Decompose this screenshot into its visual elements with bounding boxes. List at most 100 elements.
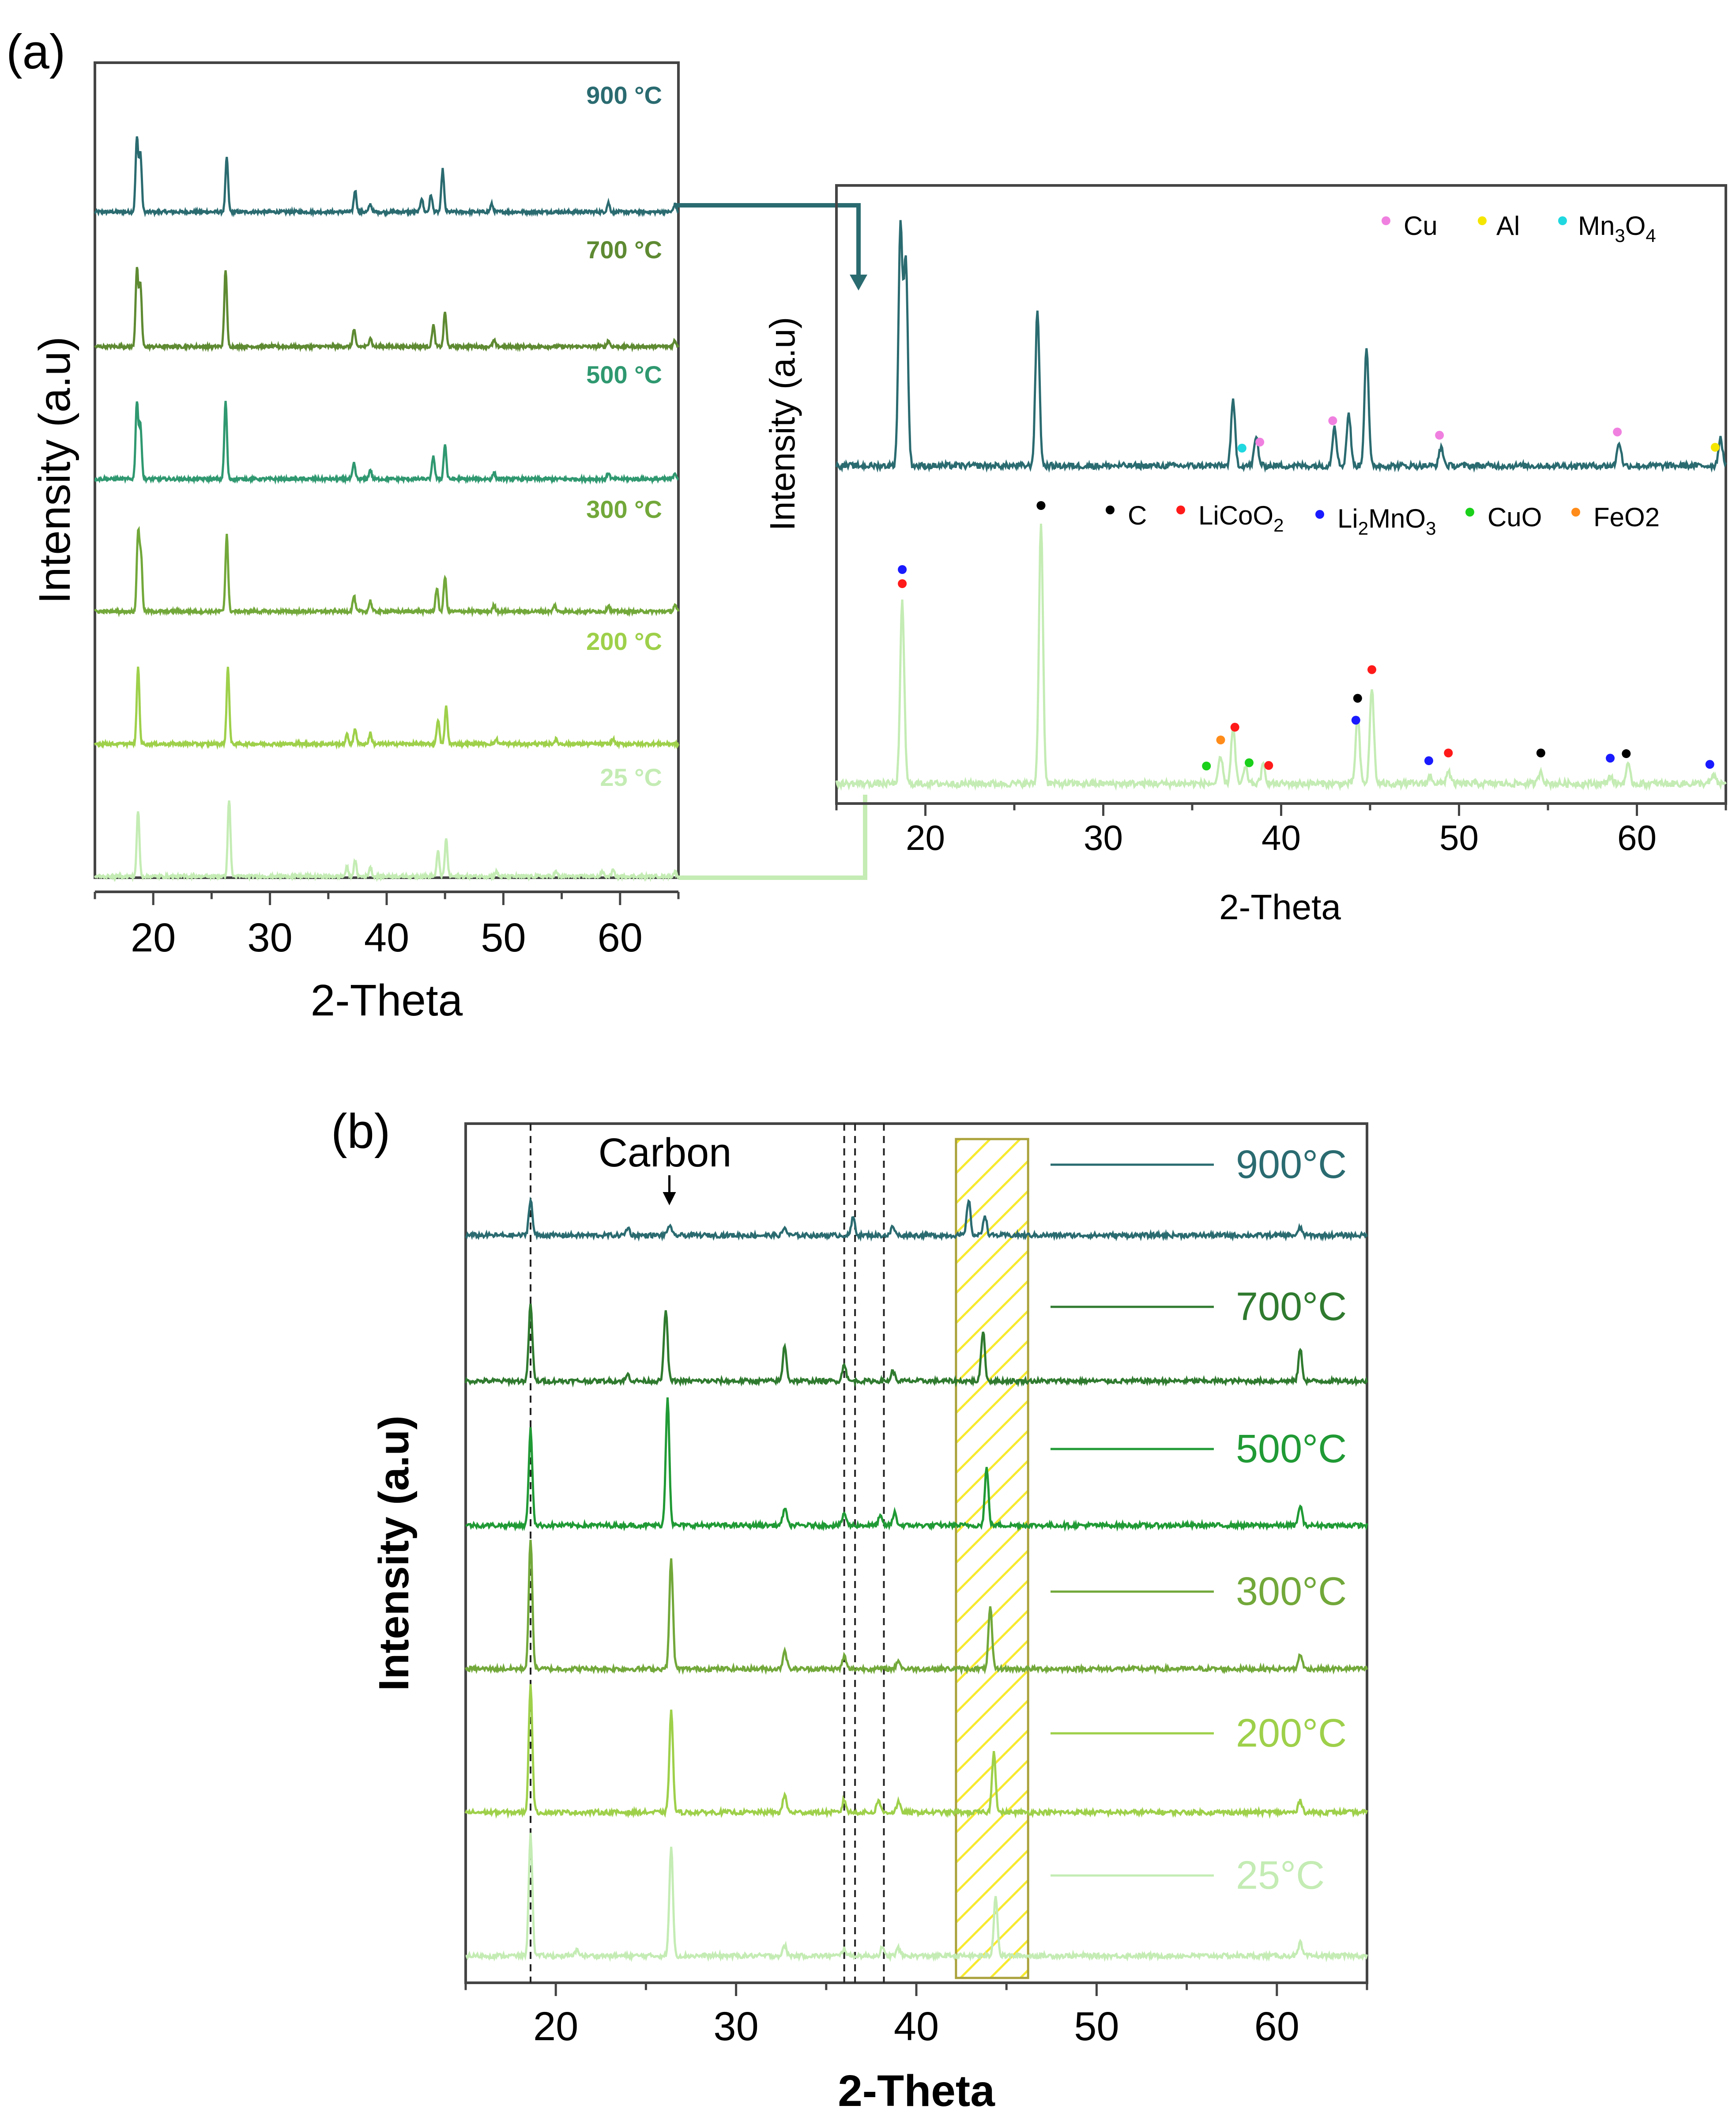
chart-b: 20 30 40 50 60 900°C 700°C 500°C 300°C 200°C 25°C… (370, 1122, 1368, 2116)
legend-li2mno3-marker (1315, 510, 1324, 519)
b-series-line (464, 1540, 1368, 1675)
legend-c-text: C (1128, 501, 1147, 530)
legend-cu-marker (1382, 216, 1390, 225)
x-tick-label: 60 (1254, 2004, 1299, 2049)
a-right-x-label: 2-Theta (1219, 887, 1341, 927)
zoom-connectors (675, 203, 867, 880)
phase-marker (1255, 438, 1265, 447)
legend-mn3o4-marker (1558, 216, 1567, 225)
legend-al-text: Al (1496, 211, 1520, 241)
a-left-series-labels: 900 °C 700 °C 500 °C 300 °C 200 °C 25 °C (586, 81, 662, 791)
b-dashed-reference-lines (530, 1124, 885, 1983)
a-left-x-ticks: 20 30 40 50 60 (94, 892, 680, 960)
b-series (464, 1196, 1368, 1962)
legend-licoo2-text: LiCoO2 (1198, 501, 1284, 536)
b-highlight-band (955, 1138, 1029, 1979)
a-right-phase-markers (898, 416, 1720, 770)
x-tick-label: 50 (1074, 2004, 1119, 2049)
phase-marker (1351, 716, 1360, 725)
b-legend-label: 300°C (1236, 1570, 1347, 1614)
chart-a-right: 20 30 40 50 60 Cu Al Mn3O4 C LiCoO2 Li2MnO3 … (763, 184, 1727, 927)
phase-marker (1353, 694, 1362, 703)
b-x-ticks: 20 30 40 50 60 (464, 1983, 1368, 2049)
phase-marker (1237, 443, 1246, 453)
a-left-series-line (94, 136, 679, 218)
a-left-series-label: 300 °C (586, 495, 662, 523)
b-legend-label: 900°C (1236, 1143, 1347, 1187)
phase-marker (1705, 760, 1714, 769)
phase-marker (1230, 723, 1239, 732)
phase-marker (898, 565, 907, 574)
a-right-frame (835, 184, 1727, 805)
a-left-series-label: 500 °C (586, 361, 662, 389)
phase-marker (1622, 749, 1631, 758)
a-left-frame (94, 61, 680, 879)
legend-cuo-marker (1465, 508, 1474, 517)
phase-marker (1036, 501, 1046, 510)
a-left-series-line (94, 526, 680, 618)
legend-li2mno3-text: Li2MnO3 (1337, 504, 1436, 539)
connector-900 (675, 203, 861, 285)
x-tick-label: 50 (481, 915, 526, 960)
carbon-annotation: Carbon (599, 1130, 732, 1175)
b-x-label: 2-Theta (838, 2066, 995, 2116)
x-tick-label: 30 (247, 915, 292, 960)
connector-900-arrowhead (850, 275, 867, 291)
phase-marker (1367, 665, 1377, 674)
b-series-line (465, 1397, 1368, 1532)
x-tick-label: 40 (364, 915, 409, 960)
phase-marker (1244, 758, 1254, 767)
b-series-line (464, 1303, 1368, 1388)
legend-licoo2-marker (1176, 506, 1185, 514)
a-left-x-label: 2-Theta (311, 976, 463, 1025)
legend-feo2-text: FeO2 (1593, 502, 1660, 532)
b-frame (464, 1122, 1368, 1984)
x-tick-label: 60 (1617, 818, 1657, 857)
x-tick-label: 40 (894, 2004, 939, 2049)
b-legend-label: 700°C (1236, 1285, 1347, 1329)
a-left-series-line (94, 267, 680, 353)
x-tick-label: 20 (906, 818, 945, 857)
a-right-series-line (835, 524, 1727, 792)
a-left-series-label: 25 °C (600, 763, 662, 791)
b-legend-label: 25°C (1236, 1853, 1325, 1898)
a-right-legend-bottom: C LiCoO2 Li2MnO3 CuO FeO2 (1106, 501, 1660, 539)
phase-marker (1216, 736, 1225, 744)
a-right-y-label: Intensity (a.u) (763, 317, 802, 531)
x-tick-label: 30 (1084, 818, 1123, 857)
panel-b-label: (b) (331, 1104, 390, 1159)
x-tick-label: 40 (1262, 818, 1301, 857)
b-series-line (464, 1684, 1368, 1819)
phase-marker (1536, 748, 1545, 758)
phase-marker (1328, 416, 1337, 425)
phase-marker (1710, 443, 1720, 452)
phase-marker (1424, 756, 1433, 766)
connector-25 (678, 795, 867, 880)
a-left-series-label: 200 °C (586, 627, 662, 655)
phase-marker (1264, 761, 1273, 770)
a-left-series-label: 700 °C (586, 236, 662, 264)
a-right-series (835, 220, 1727, 792)
legend-c-marker (1106, 506, 1115, 514)
legend-cuo-text: CuO (1487, 502, 1542, 532)
b-legend-label: 200°C (1236, 1711, 1347, 1755)
legend-mn3o4-text: Mn3O4 (1578, 211, 1656, 246)
x-tick-label: 60 (598, 915, 643, 960)
phase-marker (1435, 430, 1444, 440)
x-tick-label: 30 (713, 2004, 758, 2049)
a-left-y-label: Intensity (a.u) (30, 336, 79, 604)
phase-marker (1613, 427, 1622, 437)
phase-marker (1606, 754, 1615, 763)
a-left-series (94, 136, 680, 883)
panel-a-label: (a) (6, 25, 65, 79)
b-legend: 900°C 700°C 500°C 300°C 200°C 25°C (1051, 1143, 1347, 1898)
x-tick-label: 50 (1439, 818, 1479, 857)
a-right-legend-top: Cu Al Mn3O4 (1382, 211, 1656, 246)
x-tick-label: 20 (533, 2004, 578, 2049)
a-right-series-line (835, 220, 1727, 473)
b-y-label: Intensity (a.u) (370, 1415, 418, 1691)
legend-al-marker (1478, 216, 1487, 225)
b-series-line (465, 1833, 1368, 1962)
a-left-series-line (94, 800, 679, 883)
